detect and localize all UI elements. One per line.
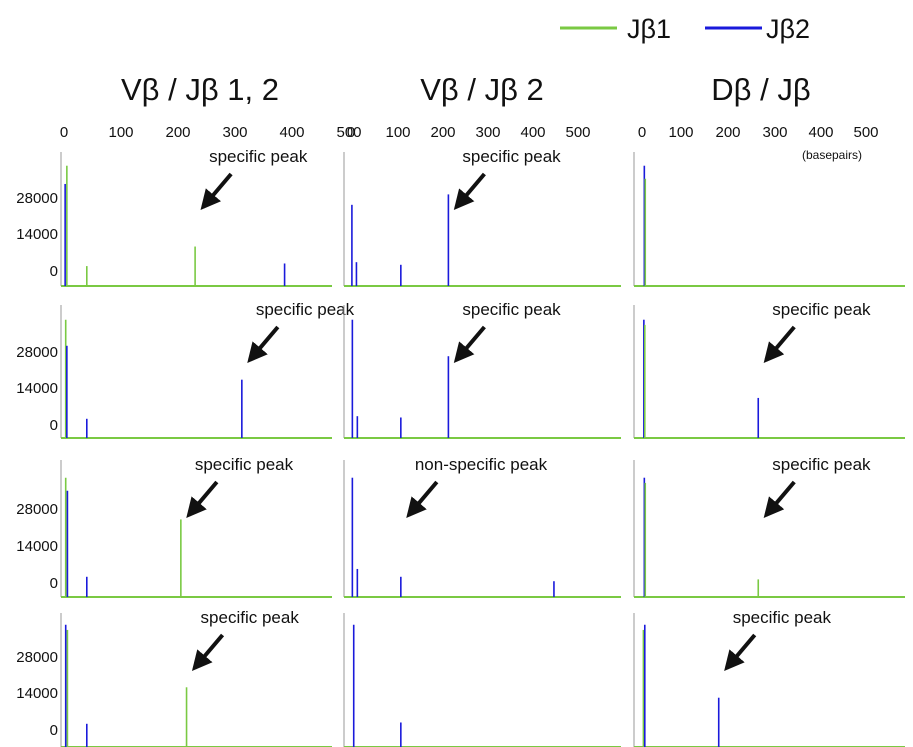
x-tick-label: 100	[668, 124, 693, 141]
annotation-arrow	[186, 480, 219, 519]
panel-2: specific peak	[60, 300, 355, 439]
x-tick-label: 500	[853, 124, 878, 141]
panel-12: specific peak	[633, 608, 905, 747]
x-tick-label: 500	[336, 124, 361, 141]
x-axis-col-1: 0 100 200 300 400 500	[60, 124, 362, 141]
column-title-1: Vβ / Jβ 1, 2	[121, 72, 279, 107]
panel-8	[343, 613, 621, 747]
x-tick-label: 400	[279, 124, 304, 141]
annotation-arrow	[191, 633, 225, 672]
y-tick-label: 0	[50, 263, 58, 280]
annotation-label: non-specific peak	[415, 455, 548, 474]
panel-7: non-specific peak	[343, 455, 621, 598]
panels: specific peak specific peak specific peak s…	[60, 147, 905, 747]
x-tick-label: 100	[385, 124, 410, 141]
panel-9	[633, 152, 905, 287]
x-tick-label: 0	[638, 124, 646, 141]
column-title-2: Vβ / Jβ 2	[420, 72, 544, 107]
legend-label-jb1: Jβ1	[627, 14, 671, 44]
panel-10: specific peak	[633, 300, 905, 439]
panel-11: specific peak	[633, 455, 905, 598]
x-tick-label: 200	[715, 124, 740, 141]
annotation-label: specific peak	[733, 608, 832, 627]
legend-label-jb2: Jβ2	[766, 14, 810, 44]
x-tick-label: 200	[430, 124, 455, 141]
annotation-arrow	[406, 480, 439, 519]
y-tick-label: 28000	[16, 501, 58, 518]
annotation-arrow	[247, 325, 280, 364]
x-tick-label: 300	[475, 124, 500, 141]
y-axis-row-2: 28000 14000 0	[16, 344, 58, 434]
legend: Jβ1 Jβ2	[560, 14, 810, 44]
x-tick-label: 0	[60, 124, 68, 141]
y-axis-row-4: 28000 14000 0	[16, 649, 58, 739]
annotation-label: specific peak	[195, 455, 294, 474]
annotation-arrow	[453, 172, 486, 211]
x-tick-label: 300	[222, 124, 247, 141]
annotation-arrow	[763, 480, 796, 519]
annotation-label: specific peak	[209, 147, 308, 166]
y-tick-label: 14000	[16, 380, 58, 397]
x-axis-col-3: 0 100 200 300 400 500 (basepairs)	[638, 124, 879, 162]
y-tick-label: 28000	[16, 649, 58, 666]
x-tick-label: 500	[565, 124, 590, 141]
y-tick-label: 14000	[16, 685, 58, 702]
y-axis-row-3: 28000 14000 0	[16, 501, 58, 592]
annotation-arrow	[453, 325, 486, 364]
panel-5: specific peak	[343, 147, 621, 287]
y-tick-label: 0	[50, 575, 58, 592]
y-tick-label: 28000	[16, 344, 58, 361]
y-tick-label: 0	[50, 722, 58, 739]
annotation-label: specific peak	[772, 455, 871, 474]
annotation-label: specific peak	[772, 300, 871, 319]
panel-3: specific peak	[60, 455, 332, 598]
x-tick-label: 0	[347, 124, 355, 141]
x-axis-col-2: 0 100 200 300 400 500	[347, 124, 591, 141]
panel-1: specific peak	[60, 147, 332, 287]
annotation-label: specific peak	[462, 147, 561, 166]
y-tick-label: 28000	[16, 190, 58, 207]
x-unit-label: (basepairs)	[802, 148, 862, 162]
column-title-3: Dβ / Jβ	[711, 72, 810, 107]
annotation-label: specific peak	[256, 300, 355, 319]
panel-4: specific peak	[60, 608, 332, 747]
x-tick-label: 400	[520, 124, 545, 141]
y-tick-label: 14000	[16, 226, 58, 243]
x-tick-label: 100	[108, 124, 133, 141]
y-tick-label: 14000	[16, 538, 58, 555]
annotation-label: specific peak	[462, 300, 561, 319]
x-tick-label: 200	[165, 124, 190, 141]
x-tick-label: 400	[808, 124, 833, 141]
annotation-arrow	[200, 172, 233, 211]
y-axis-row-1: 28000 14000 0	[16, 190, 58, 280]
x-tick-label: 300	[762, 124, 787, 141]
y-tick-label: 0	[50, 417, 58, 434]
annotation-label: specific peak	[201, 608, 300, 627]
annotation-arrow	[724, 633, 757, 672]
annotation-arrow	[763, 325, 796, 364]
panel-6: specific peak	[343, 300, 621, 439]
